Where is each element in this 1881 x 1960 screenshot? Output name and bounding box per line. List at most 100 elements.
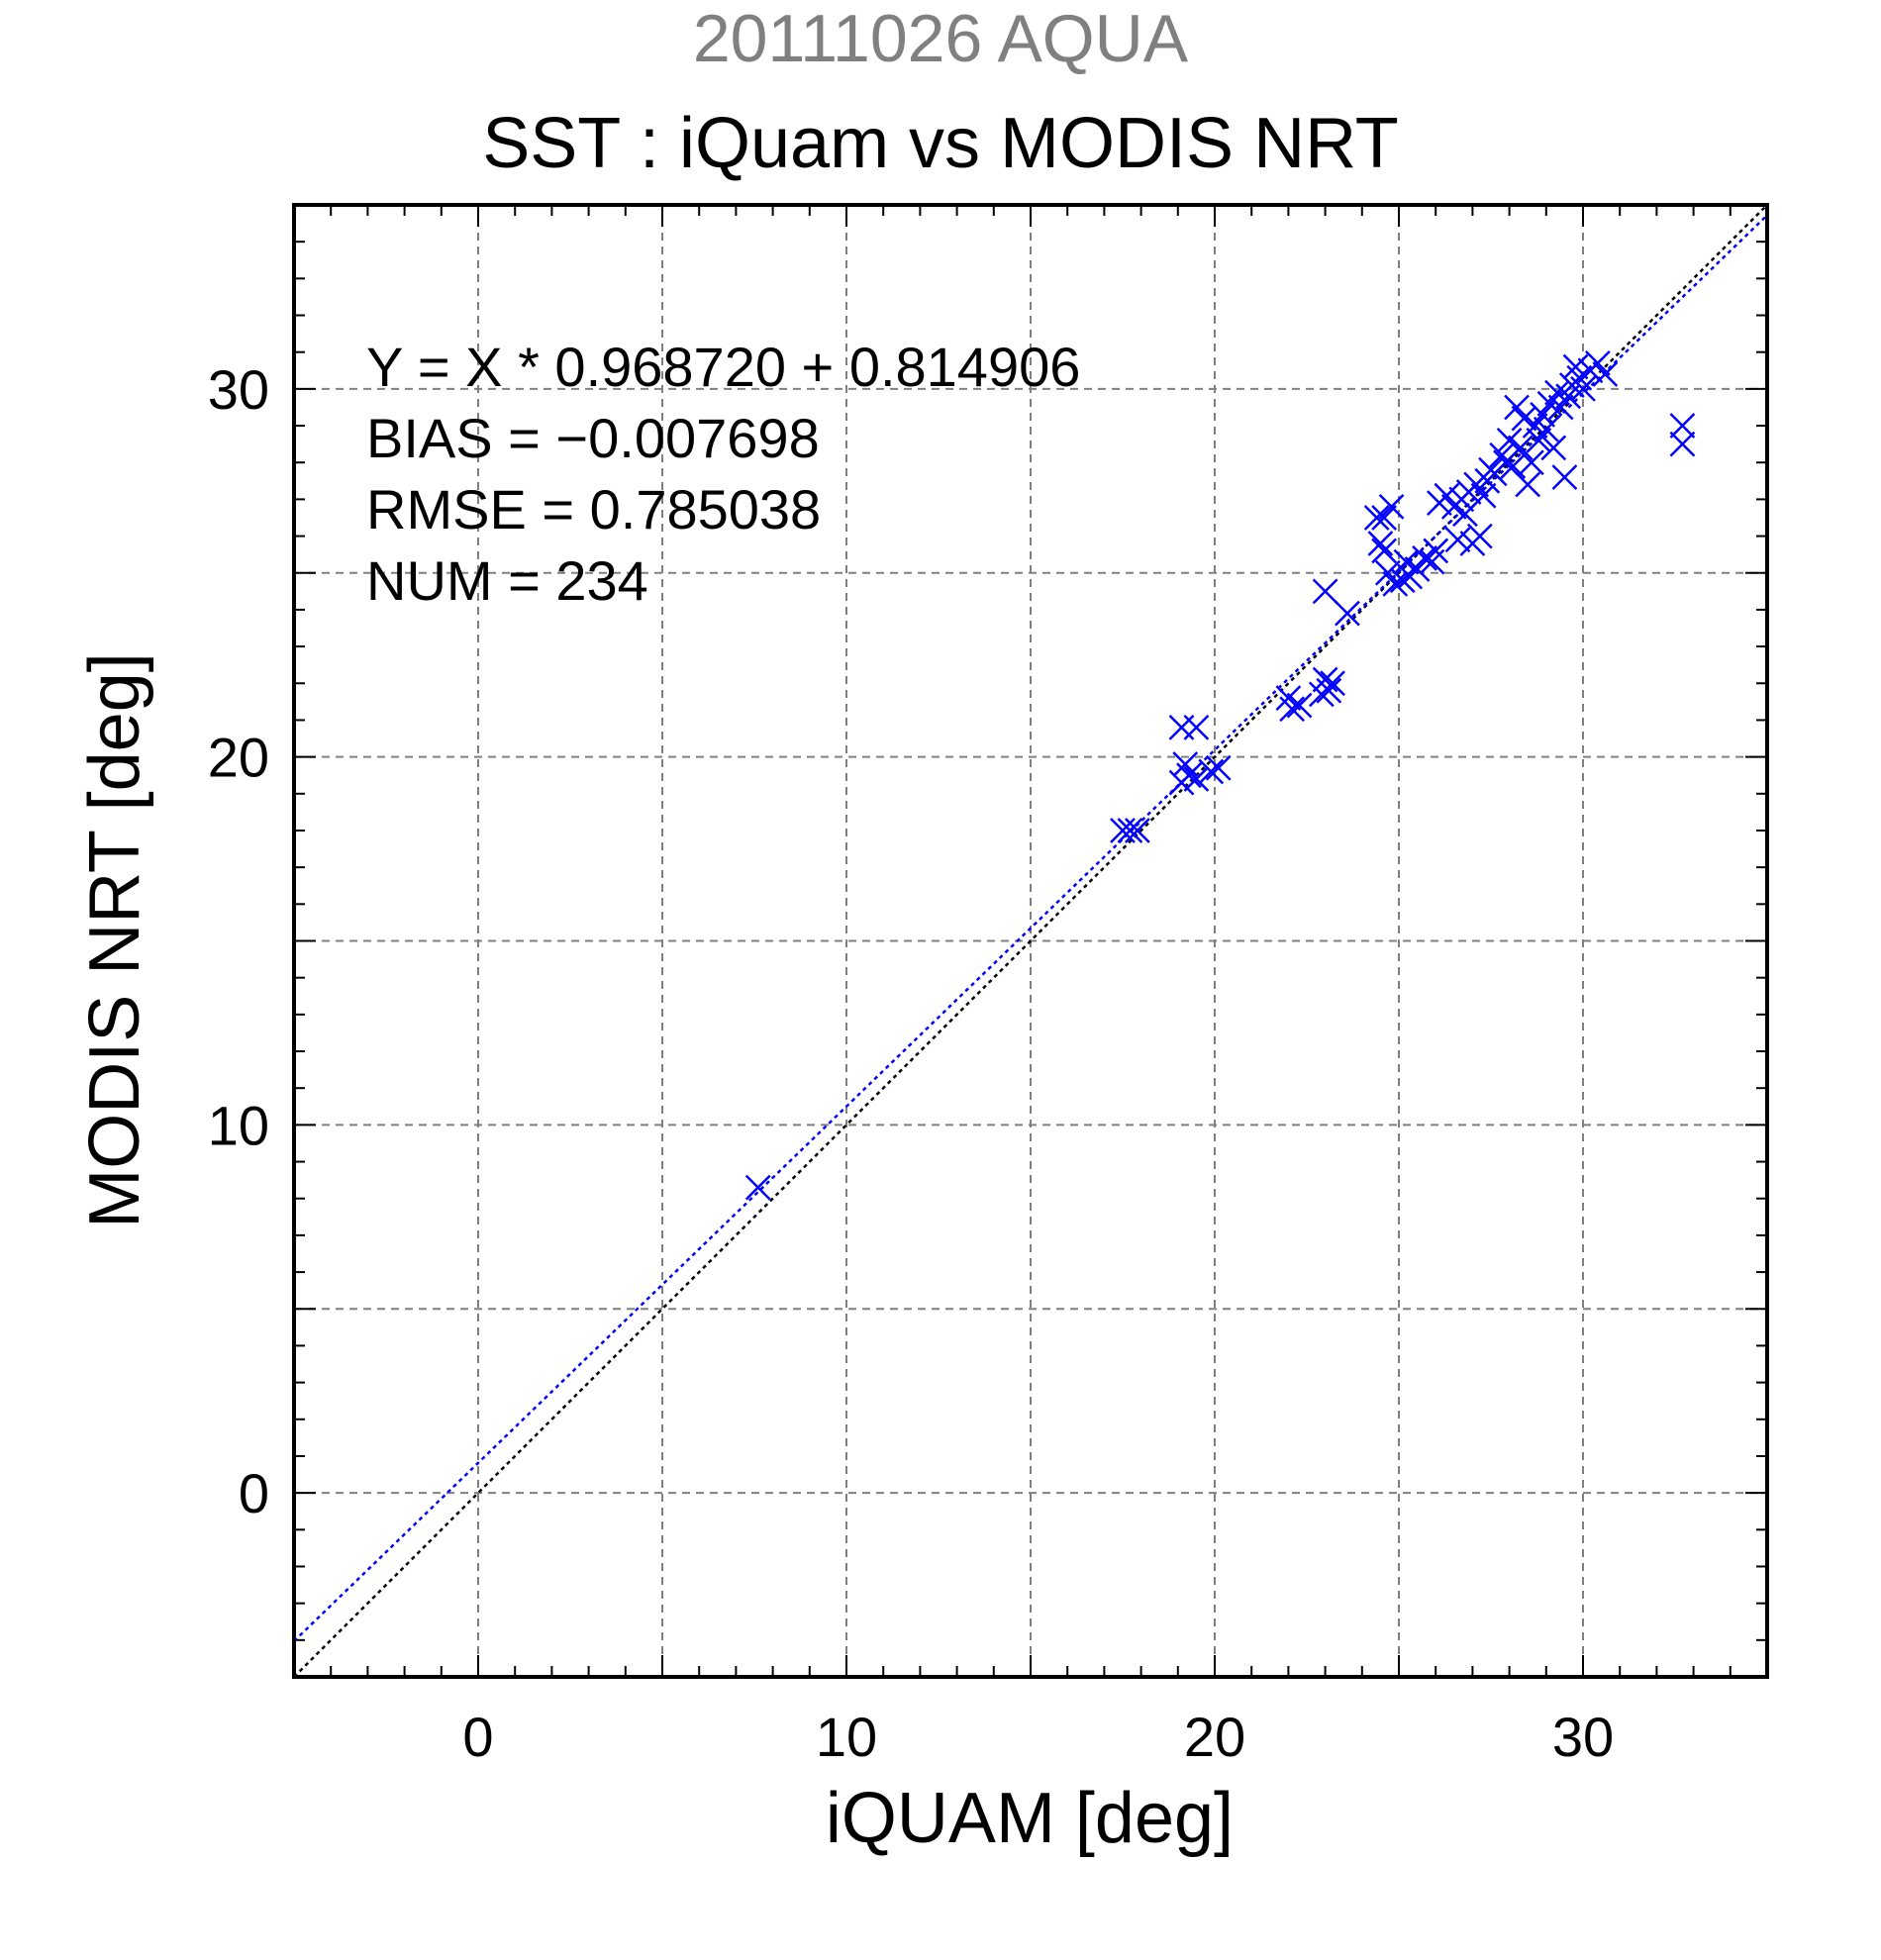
- marker-stroke: [744, 1174, 771, 1201]
- data-point: [1669, 413, 1696, 439]
- marker-stroke: [1117, 818, 1143, 843]
- rmse-value: RMSE = 0.785038: [366, 478, 822, 540]
- marker-stroke: [1335, 600, 1360, 627]
- x-axis-label: iQUAM [deg]: [825, 1779, 1235, 1858]
- data-point: [1279, 696, 1306, 723]
- data-point: [1124, 818, 1150, 843]
- y-tick-label: 20: [208, 727, 269, 789]
- data-point: [1378, 493, 1405, 520]
- marker-stroke: [1592, 361, 1619, 387]
- tick-labels: 0 10 20 30 0 10 20 30: [208, 358, 1614, 1768]
- marker-stroke: [1544, 379, 1570, 406]
- marker-stroke: [1522, 413, 1548, 439]
- marker-stroke: [1371, 505, 1398, 531]
- chart-title: SST : iQuam vs MODIS NRT: [482, 104, 1399, 183]
- marker-stroke: [1363, 505, 1390, 531]
- data-point: [1172, 751, 1199, 777]
- data-point: [1117, 818, 1143, 843]
- marker-stroke: [1183, 766, 1210, 792]
- data-point: [1519, 449, 1544, 476]
- marker-stroke: [1570, 375, 1596, 402]
- data-point: [1412, 544, 1437, 571]
- data-point: [1382, 571, 1409, 597]
- data-point: [1286, 692, 1313, 719]
- y-tick-label: 30: [208, 358, 269, 421]
- marker-stroke: [1378, 493, 1405, 520]
- marker-stroke: [1367, 531, 1394, 556]
- fit-line: [294, 214, 1767, 1642]
- data-point: [1371, 505, 1398, 531]
- data-point: [1492, 449, 1519, 476]
- data-point: [1367, 531, 1394, 556]
- marker-stroke: [1669, 413, 1696, 439]
- marker-stroke: [1500, 453, 1527, 479]
- marker-stroke: [1412, 544, 1437, 571]
- marker-stroke: [1393, 548, 1420, 575]
- data-point: [1584, 349, 1611, 376]
- x-tick-label: 20: [1184, 1706, 1245, 1768]
- marker-stroke: [1511, 405, 1537, 432]
- marker-stroke: [1547, 394, 1574, 421]
- stats-box: Y = X * 0.968720 + 0.814906 BIAS = −0.00…: [366, 332, 1080, 617]
- marker-stroke: [1444, 527, 1471, 553]
- marker-stroke: [1316, 677, 1342, 704]
- data-point: [1320, 670, 1345, 697]
- y-axis-label: MODIS NRT [deg]: [75, 652, 154, 1228]
- marker-stroke: [1452, 501, 1478, 528]
- data-point: [1168, 715, 1195, 740]
- data-point: [1526, 428, 1552, 453]
- marker-stroke: [1205, 754, 1232, 781]
- data-points: [744, 349, 1696, 1201]
- data-point: [1511, 405, 1537, 432]
- marker-stroke: [1312, 578, 1338, 605]
- marker-stroke: [1397, 563, 1424, 590]
- data-point: [1540, 435, 1567, 461]
- num-value: NUM = 234: [366, 549, 648, 612]
- data-point: [1478, 456, 1504, 483]
- data-point: [1530, 402, 1555, 428]
- data-point: [1312, 666, 1338, 693]
- data-point: [1397, 563, 1424, 590]
- data-point: [1205, 754, 1232, 781]
- marker-stroke: [1504, 394, 1530, 421]
- data-point: [1551, 464, 1578, 490]
- data-point: [1444, 527, 1471, 553]
- data-point: [1533, 416, 1559, 442]
- fit-equation: Y = X * 0.968720 + 0.814906: [366, 336, 1081, 398]
- marker-stroke: [1496, 428, 1523, 453]
- x-tick-label: 30: [1552, 1706, 1614, 1768]
- marker-stroke: [1669, 431, 1696, 457]
- marker-stroke: [1466, 523, 1493, 549]
- marker-stroke: [1320, 670, 1345, 697]
- data-point: [1547, 394, 1574, 421]
- marker-stroke: [1562, 353, 1589, 380]
- data-point: [1452, 501, 1478, 528]
- marker-stroke: [1176, 762, 1202, 789]
- data-point: [1515, 471, 1541, 498]
- marker-stroke: [1172, 751, 1199, 777]
- marker-stroke: [1389, 567, 1416, 594]
- marker-stroke: [1382, 571, 1409, 597]
- marker-stroke: [1124, 818, 1150, 843]
- marker-stroke: [1423, 538, 1449, 564]
- marker-stroke: [1286, 692, 1313, 719]
- marker-stroke: [1540, 435, 1567, 461]
- marker-stroke: [1275, 685, 1302, 712]
- x-tick-label: 10: [816, 1706, 877, 1768]
- data-point: [1335, 600, 1360, 627]
- data-point: [1592, 361, 1619, 387]
- marker-stroke: [1519, 449, 1544, 476]
- y-tick-label: 10: [208, 1094, 269, 1156]
- data-point: [1496, 428, 1523, 453]
- data-point: [1423, 538, 1449, 564]
- data-point: [1183, 766, 1210, 792]
- data-point: [1183, 715, 1210, 740]
- marker-stroke: [1533, 416, 1559, 442]
- marker-stroke: [1566, 364, 1593, 391]
- marker-stroke: [1198, 758, 1225, 785]
- data-point: [1312, 578, 1338, 605]
- data-point: [1374, 559, 1401, 586]
- data-point: [1466, 523, 1493, 549]
- marker-stroke: [1478, 456, 1504, 483]
